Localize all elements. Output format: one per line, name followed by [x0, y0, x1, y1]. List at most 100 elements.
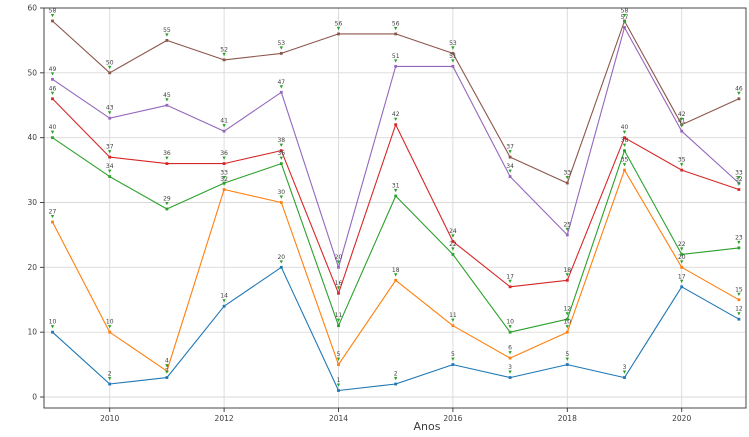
point-label: 36	[277, 150, 285, 157]
point-label: 30	[277, 189, 285, 196]
label-caret	[165, 201, 169, 206]
y-tick-label: 40	[27, 133, 37, 142]
label-caret	[108, 169, 112, 173]
label-caret	[336, 357, 341, 361]
data-point-green	[451, 252, 455, 256]
label-caret	[394, 189, 398, 193]
y-tick-label: 30	[27, 198, 37, 207]
data-point-orange	[394, 278, 398, 282]
data-point-green	[108, 175, 112, 178]
label-caret	[451, 318, 455, 322]
data-point-red	[451, 240, 455, 243]
point-label: 51	[449, 53, 457, 60]
label-caret	[451, 59, 455, 63]
label-caret	[394, 377, 398, 381]
point-label: 33	[735, 170, 743, 177]
y-tick-label: 60	[27, 4, 37, 13]
label-caret	[108, 377, 112, 381]
label-caret	[622, 13, 627, 18]
data-point-red	[108, 155, 112, 159]
point-label: 29	[163, 195, 171, 202]
label-caret	[394, 59, 398, 63]
data-point-blue	[680, 285, 684, 289]
x-axis-label: Anos	[413, 420, 441, 433]
data-point-purple	[623, 26, 626, 29]
data-point-brown	[222, 58, 226, 62]
point-label: 12	[735, 306, 743, 313]
point-label: 5	[451, 351, 455, 358]
data-point-blue	[394, 382, 398, 386]
point-label: 24	[449, 228, 457, 235]
point-label: 37	[506, 144, 514, 151]
data-point-purple	[680, 129, 684, 133]
label-caret	[279, 260, 283, 264]
label-caret	[680, 163, 684, 167]
label-caret	[508, 351, 512, 355]
point-label: 27	[49, 208, 57, 215]
label-caret	[680, 117, 684, 121]
label-caret	[50, 214, 55, 219]
label-caret	[394, 117, 398, 121]
label-caret	[565, 357, 569, 361]
data-point-blue	[451, 363, 455, 366]
data-point-green	[165, 207, 169, 211]
point-label: 33	[220, 170, 228, 177]
label-caret	[394, 26, 398, 31]
point-label: 34	[506, 163, 514, 170]
data-point-red	[508, 285, 512, 289]
data-point-blue	[337, 389, 340, 392]
data-point-purple	[337, 265, 340, 269]
data-point-orange	[451, 324, 455, 328]
data-point-orange	[337, 363, 340, 366]
label-caret	[50, 91, 55, 95]
label-caret	[279, 46, 283, 50]
label-caret	[622, 143, 627, 147]
point-label: 50	[106, 59, 114, 66]
point-label: 2	[108, 371, 112, 378]
point-label: 40	[49, 124, 57, 131]
point-label: 3	[623, 364, 627, 371]
label-caret	[508, 150, 512, 154]
point-label: 51	[392, 53, 400, 60]
point-label: 36	[163, 150, 171, 157]
point-label: 49	[49, 66, 57, 73]
label-caret	[108, 65, 112, 70]
label-caret	[108, 325, 112, 329]
data-point-purple	[508, 175, 512, 178]
label-caret	[165, 370, 169, 374]
label-caret	[50, 130, 55, 134]
point-label: 42	[392, 111, 400, 118]
label-caret	[737, 182, 741, 186]
label-caret	[622, 20, 627, 24]
point-label: 38	[277, 137, 285, 144]
data-point-orange	[508, 356, 512, 360]
data-point-purple	[222, 129, 226, 133]
point-label: 33	[563, 170, 571, 177]
label-caret	[737, 91, 741, 95]
point-label: 25	[563, 221, 571, 228]
label-caret	[622, 130, 627, 134]
data-point-green	[508, 330, 512, 334]
point-label: 17	[506, 273, 514, 280]
y-tick-label: 10	[27, 328, 37, 337]
data-point-blue	[737, 317, 741, 321]
data-point-green	[51, 136, 54, 140]
label-caret	[50, 13, 55, 18]
point-label: 10	[106, 319, 114, 326]
plot-box	[43, 7, 747, 409]
label-caret	[565, 227, 569, 232]
data-point-brown	[165, 39, 169, 42]
point-label: 46	[735, 85, 743, 92]
label-caret	[222, 52, 226, 57]
label-caret	[165, 33, 169, 37]
point-label: 12	[563, 306, 571, 313]
data-point-green	[279, 162, 283, 166]
data-point-orange	[108, 330, 112, 334]
label-caret	[279, 85, 283, 89]
label-caret	[279, 143, 283, 147]
point-label: 10	[506, 319, 514, 326]
point-label: 32	[220, 176, 228, 183]
data-point-red	[337, 291, 340, 295]
